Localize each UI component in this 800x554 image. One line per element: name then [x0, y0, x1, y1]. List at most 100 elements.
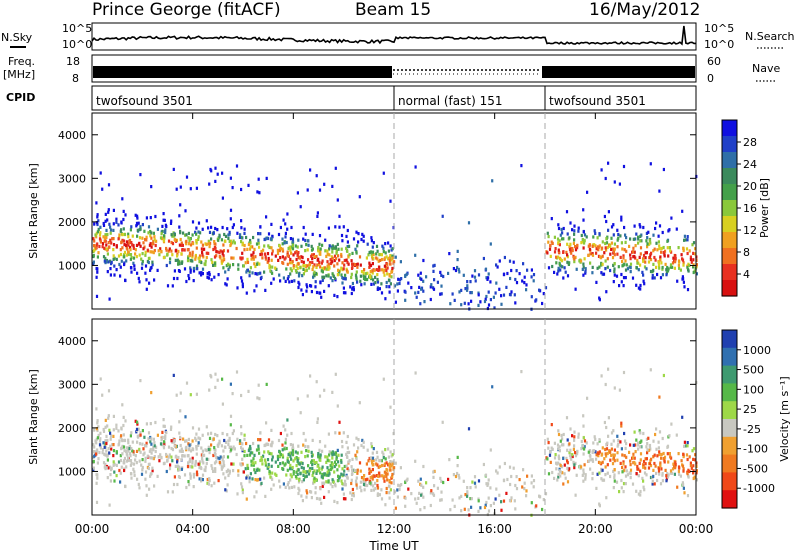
velocity-cell [310, 460, 313, 464]
power-cell [621, 259, 624, 264]
power-cell [195, 239, 198, 243]
power-cell [576, 243, 579, 247]
power-cell [665, 268, 668, 272]
power-cell [460, 303, 463, 307]
velocity-cell [321, 473, 324, 477]
power-cell [316, 214, 319, 218]
velocity-cell [670, 422, 673, 426]
power-cell [141, 236, 144, 240]
power-cell [660, 261, 663, 265]
power-cell [306, 248, 309, 252]
power-cell [107, 241, 110, 245]
velocity-cell [295, 470, 298, 474]
power-cell [368, 265, 371, 269]
power-cell [602, 272, 606, 276]
velocity-cell [576, 449, 579, 453]
power-cell [606, 257, 609, 261]
power-cell [364, 277, 367, 282]
velocity-cell [695, 469, 698, 473]
power-cell [160, 232, 163, 236]
power-cell [626, 267, 629, 271]
power-cell [485, 294, 488, 299]
power-cell [226, 277, 229, 281]
velocity-cell [277, 464, 280, 468]
velocity-cell [259, 438, 262, 442]
power-cell [93, 244, 96, 248]
velocity-cell [609, 450, 612, 454]
velocity-cell [232, 429, 235, 433]
power-cell [104, 233, 107, 237]
x-tick-label: 16:00 [477, 522, 512, 536]
power-cell [304, 232, 307, 236]
power-cell [289, 257, 292, 261]
velocity-cell [111, 443, 114, 447]
mode-change-lines [393, 113, 546, 515]
velocity-cell [183, 454, 186, 458]
velocity-cell [655, 471, 658, 475]
velocity-cell [672, 462, 675, 466]
velocity-cell [305, 474, 308, 478]
power-cell [658, 224, 662, 228]
velocity-cell [639, 458, 642, 462]
velocity-cell [331, 456, 334, 460]
power-cell [316, 211, 319, 215]
power-cell [398, 278, 402, 282]
power-cell [156, 268, 159, 272]
power-cell [347, 254, 350, 258]
power-cell [165, 248, 168, 252]
velocity-cell [356, 486, 359, 490]
velocity-cell [130, 476, 133, 480]
power-cell [328, 266, 331, 270]
power-cell [240, 257, 243, 261]
velocity-cell [637, 474, 640, 478]
velocity-cell [125, 449, 128, 454]
velocity-cell [195, 445, 198, 449]
power-cell [147, 225, 151, 229]
power-cell [201, 250, 204, 255]
power-cell [128, 241, 131, 245]
velocity-cell [332, 451, 335, 455]
power-cell [206, 271, 209, 276]
velocity-cell [146, 454, 149, 458]
velocity-cell [603, 420, 606, 425]
colorbar-tick-label: -100 [743, 443, 768, 456]
velocity-cell [467, 508, 470, 512]
velocity-cell [172, 373, 175, 377]
velocity-cell [440, 490, 443, 494]
velocity-cell [541, 507, 544, 512]
power-cell [338, 225, 341, 229]
velocity-cell [574, 493, 577, 497]
velocity-cell [605, 443, 608, 447]
power-cell [309, 261, 312, 265]
velocity-cell [197, 462, 200, 466]
power-cell [466, 280, 469, 284]
velocity-cell [337, 453, 340, 457]
velocity-cell [589, 467, 592, 471]
power-cell [140, 257, 143, 261]
power-cell [624, 233, 627, 237]
velocity-cell [291, 446, 295, 450]
power-cell [191, 250, 194, 254]
velocity-cell [191, 426, 195, 430]
power-cell [332, 245, 335, 249]
velocity-cell [633, 460, 636, 465]
power-cell [349, 285, 352, 289]
velocity-cell [221, 377, 224, 381]
velocity-cell [374, 487, 377, 491]
power-cell [188, 254, 191, 258]
power-cell [326, 249, 329, 253]
velocity-cell [638, 461, 641, 465]
velocity-cell [657, 440, 660, 444]
velocity-cell [138, 447, 141, 451]
velocity-cell [315, 496, 319, 501]
power-cell [252, 257, 255, 261]
velocity-cell [257, 438, 260, 442]
velocity-cell [467, 427, 471, 431]
velocity-cell [456, 455, 459, 459]
velocity-cell [368, 479, 372, 483]
power-cell [477, 291, 480, 295]
power-cell [96, 213, 99, 217]
power-cell [362, 276, 366, 281]
power-cell [613, 253, 616, 257]
power-cell [378, 287, 381, 291]
